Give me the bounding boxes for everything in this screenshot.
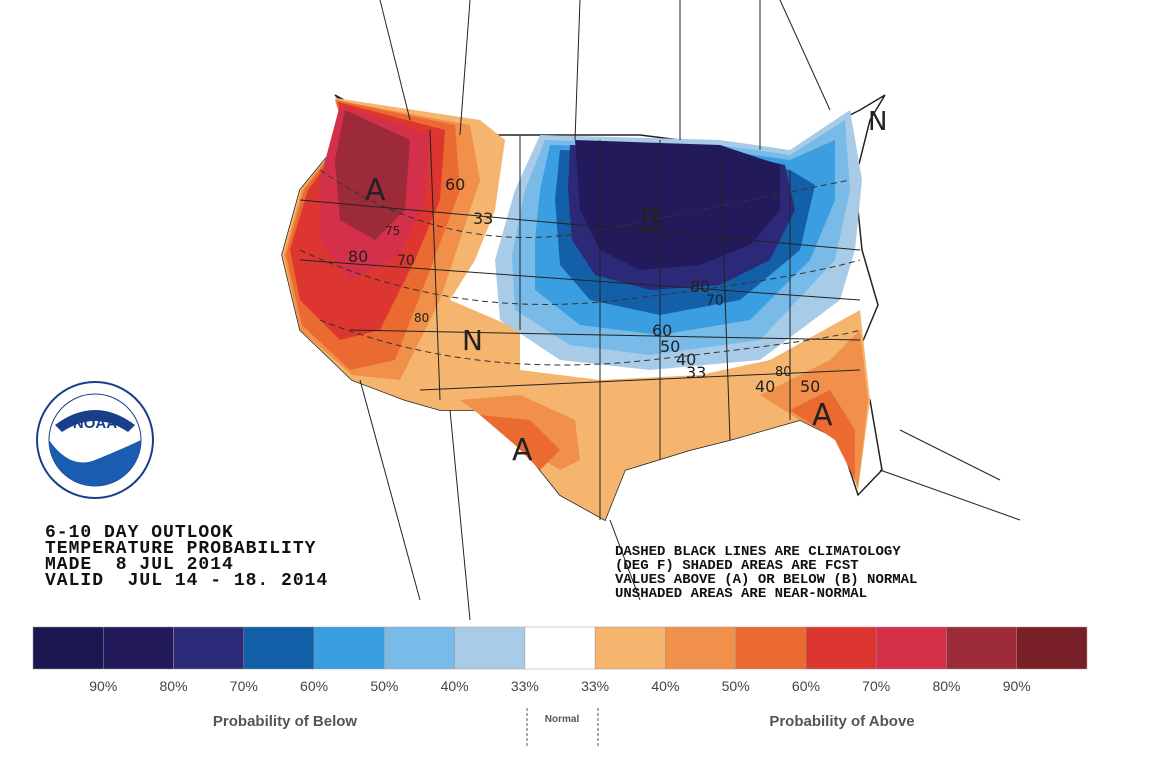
note-line: (DEG F) SHADED AREAS ARE FCST: [615, 558, 859, 574]
legend-label: 60%: [792, 678, 820, 694]
legend-swatch: [524, 626, 596, 670]
header-line: TEMPERATURE PROBABILITY: [45, 539, 316, 559]
header-line: VALID JUL 14 - 18. 2014: [45, 571, 328, 591]
legend-label: 50%: [722, 678, 750, 694]
map: A 60 33 80 70 B 80 70 N 60 50 40 33 80 4…: [281, 0, 1021, 621]
legend-swatch: [103, 626, 174, 670]
map-label: 80: [775, 365, 792, 380]
noaa-logo: NOAA: [36, 381, 154, 499]
legend-label: 50%: [370, 678, 398, 694]
map-label: A: [812, 398, 833, 433]
legend: 90% 80% 70% 60% 50% 40% 33% 33% 40% 50% 60% 70% 80% 9…: [32, 626, 1088, 694]
legend-label: 60%: [300, 678, 328, 694]
map-label: 33: [473, 209, 493, 228]
map-label: N: [868, 107, 887, 137]
map-label: 60: [445, 175, 465, 194]
map-label: 75: [385, 224, 400, 238]
map-label: 50: [800, 377, 820, 396]
legend-label: 90%: [89, 678, 117, 694]
map-label: 50: [660, 337, 680, 356]
legend-normal-caption: Normal: [545, 714, 580, 725]
map-label: A: [365, 173, 386, 208]
legend-label: 80%: [932, 678, 960, 694]
legend-swatch: [243, 626, 315, 670]
legend-label: 70%: [862, 678, 890, 694]
climatology-lines: [299, 169, 861, 366]
note-line: VALUES ABOVE (A) OR BELOW (B) NORMAL: [615, 572, 917, 588]
map-label: 70: [706, 293, 724, 309]
header-line: MADE 8 JUL 2014: [45, 555, 234, 575]
logo-text: NOAA: [73, 415, 117, 432]
legend-label: 70%: [230, 678, 258, 694]
legend-swatch: [735, 626, 807, 670]
below-90: [575, 140, 780, 270]
map-label: A: [512, 433, 533, 468]
map-label: N: [462, 324, 483, 357]
legend-swatch: [665, 626, 736, 670]
legend-label: 90%: [1003, 678, 1031, 694]
legend-swatch: [173, 626, 245, 670]
legend-below-caption: Probability of Below: [213, 713, 358, 730]
map-label: 60: [652, 321, 672, 340]
header-line: 6-10 DAY OUTLOOK: [45, 523, 234, 543]
legend-swatch: [32, 626, 104, 670]
legend-swatch: [594, 626, 666, 670]
legend-label: 33%: [581, 678, 609, 694]
map-label: 80: [348, 247, 368, 266]
legend-swatch: [313, 626, 385, 670]
legend-swatch: [805, 626, 877, 670]
legend-label: 80%: [160, 678, 188, 694]
legend-swatch: [946, 626, 1017, 670]
map-label: B: [640, 203, 661, 238]
note-line: DASHED BLACK LINES ARE CLIMATOLOGY: [615, 544, 901, 560]
legend-swatch: [454, 626, 526, 670]
note-line: UNSHADED AREAS ARE NEAR-NORMAL: [615, 586, 867, 602]
above-90: [335, 110, 410, 240]
map-label: 70: [397, 253, 415, 269]
map-label: 40: [676, 350, 696, 369]
legend-label: 40%: [651, 678, 679, 694]
legend-swatch: [875, 626, 947, 670]
map-label: 40: [755, 377, 775, 396]
legend-swatch: [1016, 626, 1088, 670]
legend-swatch: [384, 626, 455, 670]
borders: [299, 0, 1021, 621]
outlook-notes: DASHED BLACK LINES ARE CLIMATOLOGY(DEG F…: [615, 544, 917, 602]
map-label: 80: [414, 311, 429, 325]
legend-label: 40%: [441, 678, 469, 694]
legend-above-caption: Probability of Above: [769, 713, 914, 730]
legend-label: 33%: [511, 678, 539, 694]
map-label: 80: [690, 277, 710, 296]
map-label: 33: [686, 363, 706, 382]
